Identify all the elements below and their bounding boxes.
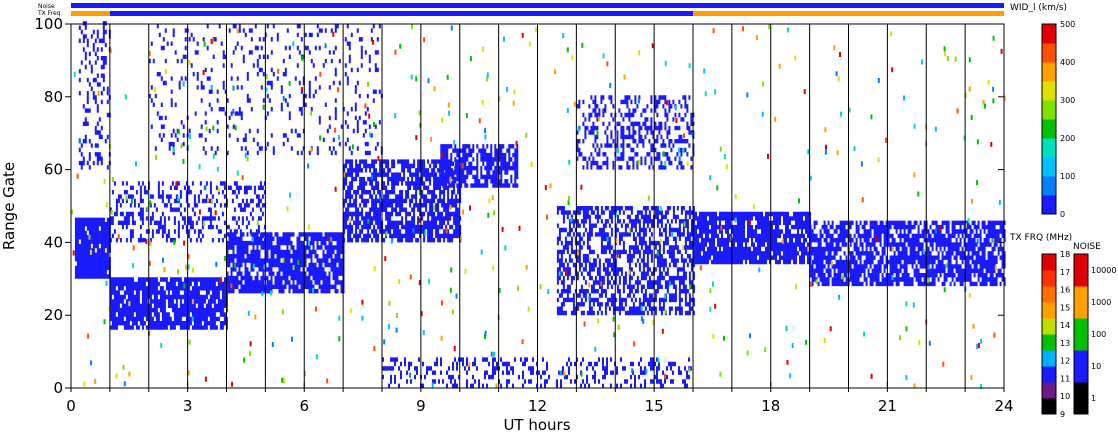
tx-freq-tick-1: 10 xyxy=(1060,392,1070,401)
width-colorbar-swatch-5 xyxy=(1042,100,1056,120)
tx-freq-swatch-5 xyxy=(1042,318,1056,335)
width-colorbar-tick-0: 0 xyxy=(1060,210,1065,219)
noise-tick-4: 10000 xyxy=(1091,266,1116,275)
x-tick-label-4: 12 xyxy=(528,397,547,415)
y-axis-title: Range Gate xyxy=(0,162,18,250)
width-colorbar-swatch-8 xyxy=(1042,43,1056,63)
echo-region-2 xyxy=(226,232,345,294)
tx-freq-tick-6: 15 xyxy=(1060,303,1070,312)
tx-freq-swatch-8 xyxy=(1042,270,1056,287)
x-tick-label-3: 9 xyxy=(416,397,426,415)
tx-freq-colorbar-title: TX FRQ (MHz) xyxy=(1009,233,1072,243)
tx-freq-segment-0 xyxy=(71,11,110,16)
tx-freq-tick-9: 18 xyxy=(1060,250,1070,259)
tx-freq-swatch-1 xyxy=(1042,382,1056,399)
noise-colorbar-frame xyxy=(1073,253,1089,415)
x-tick-label-5: 15 xyxy=(645,397,664,415)
speckle-group-1 xyxy=(94,28,1006,389)
y-tick-label-2: 40 xyxy=(44,233,63,251)
tx-freq-status-bar xyxy=(71,11,1004,16)
width-colorbar-swatch-0 xyxy=(1042,195,1056,215)
x-tick-label-2: 6 xyxy=(299,397,309,415)
noise-tick-0: 1 xyxy=(1091,394,1096,403)
tx-freq-colorbar: TX FRQ (MHz) 9 10 11 12 13 14 15 16 17 18 xyxy=(1009,233,1072,419)
noise-swatch-3 xyxy=(1074,286,1088,319)
tx-freq-tick-3: 12 xyxy=(1060,357,1070,366)
echo-region-4 xyxy=(343,159,462,243)
plot-area: 0 3 6 9 12 15 18 21 24 0 20 40 60 80 100 UT hours Ran… xyxy=(0,15,1014,434)
x-tick-label-7: 21 xyxy=(878,397,897,415)
width-colorbar-swatch-9 xyxy=(1042,24,1056,44)
speckle-group-5 xyxy=(105,33,1001,388)
tx-freq-swatch-6 xyxy=(1042,302,1056,319)
echo-region-8 xyxy=(693,211,811,265)
speckle-group-6 xyxy=(78,25,995,387)
speckle-group-0 xyxy=(83,27,990,387)
tx-freq-tick-4: 13 xyxy=(1060,339,1070,348)
tx-freq-swatch-9 xyxy=(1042,254,1056,271)
echo-region-1 xyxy=(109,277,228,330)
noise-swatch-4 xyxy=(1074,254,1088,287)
noise-swatch-0 xyxy=(1074,382,1088,415)
x-tick-label-1: 3 xyxy=(183,397,193,415)
y-tick-label-3: 60 xyxy=(44,161,63,179)
width-colorbar-swatch-2 xyxy=(1042,157,1056,177)
tx-freq-swatch-4 xyxy=(1042,334,1056,351)
tx-freq-segment-1 xyxy=(109,11,693,16)
y-axis: 0 20 40 60 80 100 xyxy=(34,15,1004,397)
echo-region-0 xyxy=(74,217,111,279)
width-colorbar-swatch-7 xyxy=(1042,62,1056,82)
noise-swatch-2 xyxy=(1074,318,1088,351)
y-tick-label-0: 0 xyxy=(53,379,63,397)
x-axis-title: UT hours xyxy=(503,416,570,434)
width-colorbar-tick-5: 500 xyxy=(1060,20,1075,29)
width-colorbar-swatch-4 xyxy=(1042,119,1056,139)
status-bars: Noise TX Freq xyxy=(37,3,1004,17)
echo-region-10 xyxy=(78,21,111,170)
tx-freq-swatch-7 xyxy=(1042,286,1056,303)
tx-freq-tick-5: 14 xyxy=(1060,321,1070,330)
width-colorbar-frame xyxy=(1041,23,1057,215)
noise-tick-2: 100 xyxy=(1091,330,1106,339)
echo-region-9 xyxy=(809,220,1006,287)
width-colorbar-tick-3: 300 xyxy=(1060,96,1075,105)
noise-status-bar xyxy=(71,3,1004,8)
tx-freq-tick-7: 16 xyxy=(1060,286,1070,295)
echo-pixels xyxy=(71,21,1006,390)
tx-freq-bar-label: TX Freq xyxy=(37,10,61,17)
y-tick-label-5: 100 xyxy=(34,15,63,33)
width-colorbar-swatch-1 xyxy=(1042,176,1056,196)
x-axis: 0 3 6 9 12 15 18 21 24 xyxy=(66,382,1014,415)
width-colorbar-tick-4: 400 xyxy=(1060,58,1075,67)
width-colorbar-swatch-6 xyxy=(1042,81,1056,101)
y-tick-label-4: 80 xyxy=(44,88,63,106)
tx-freq-tick-2: 11 xyxy=(1060,374,1070,383)
y-tick-label-1: 20 xyxy=(44,306,63,324)
tx-freq-swatch-2 xyxy=(1042,366,1056,383)
noise-bar-label: Noise xyxy=(38,3,55,10)
noise-tick-3: 1000 xyxy=(1091,298,1111,307)
tx-freq-colorbar-frame xyxy=(1041,253,1057,415)
x-tick-label-6: 18 xyxy=(761,397,780,415)
x-tick-label-0: 0 xyxy=(66,397,76,415)
noise-tick-1: 10 xyxy=(1091,362,1101,371)
width-colorbar-title: WID_l (km/s) xyxy=(1010,3,1067,13)
tx-freq-tick-0: 9 xyxy=(1060,410,1065,419)
width-colorbar-tick-2: 200 xyxy=(1060,134,1075,143)
width-colorbar-swatch-3 xyxy=(1042,138,1056,158)
noise-colorbar: NOISE 1 10 100 1000 10000 xyxy=(1073,242,1116,415)
echo-region-7 xyxy=(576,95,695,170)
width-colorbar-tick-1: 100 xyxy=(1060,172,1075,181)
echo-region-6 xyxy=(556,206,695,316)
tx-freq-tick-8: 17 xyxy=(1060,268,1070,277)
x-tick-label-8: 24 xyxy=(994,397,1013,415)
tx-freq-swatch-3 xyxy=(1042,350,1056,367)
tx-freq-swatch-0 xyxy=(1042,398,1056,415)
noise-colorbar-title: NOISE xyxy=(1073,242,1101,252)
tx-freq-segment-2 xyxy=(693,11,1004,16)
noise-swatch-1 xyxy=(1074,350,1088,383)
width-colorbar: WID_l (km/s) 0 100 200 300 400 500 xyxy=(1010,3,1075,219)
echo-region-11 xyxy=(148,24,383,156)
